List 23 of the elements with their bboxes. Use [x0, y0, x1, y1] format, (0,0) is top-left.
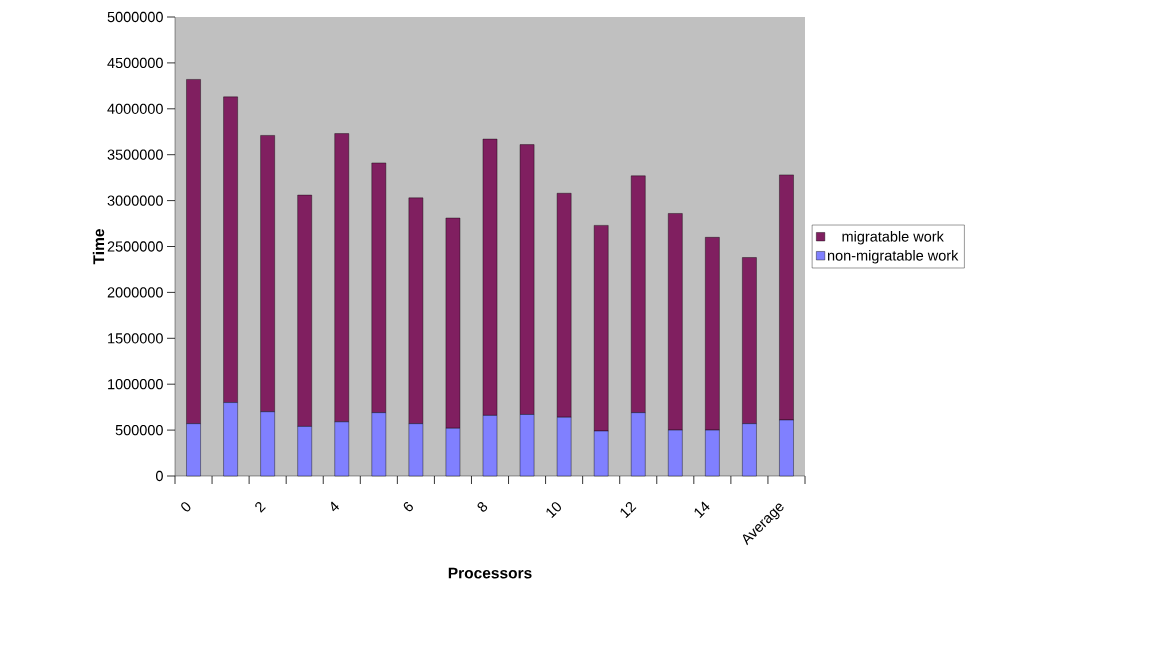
- x-tick-label: 12: [620, 501, 637, 519]
- x-tick-label: 14: [694, 501, 710, 518]
- y-tick-label: 3000000: [107, 195, 163, 206]
- y-tick-label: 3500000: [107, 149, 163, 160]
- x-tick-label: 4: [331, 501, 340, 512]
- y-tick-label: 5000000: [107, 11, 163, 23]
- legend-label: migratable work: [842, 231, 944, 245]
- x-tick-label: 0: [181, 502, 191, 512]
- y-tick-label: 4500000: [107, 57, 163, 69]
- x-axis-title: Processors: [448, 567, 532, 579]
- y-tick-label: 500000: [115, 424, 163, 436]
- x-tick-label: 6: [403, 501, 413, 512]
- y-tick-label: 2500000: [107, 241, 163, 252]
- legend-label: non-migratable work: [828, 250, 959, 264]
- y-tick-label: 2000000: [107, 287, 163, 298]
- x-tick-label: 10: [546, 502, 561, 519]
- y-tick-label: 1500000: [108, 333, 163, 344]
- y-tick-label: 1000000: [108, 379, 163, 390]
- y-tick-label: 0: [155, 470, 163, 482]
- x-tick-label: 8: [477, 502, 488, 512]
- y-tick-label: 4000000: [107, 103, 163, 114]
- x-tick-label: 2: [255, 501, 266, 513]
- y-axis-title: Time: [92, 229, 105, 265]
